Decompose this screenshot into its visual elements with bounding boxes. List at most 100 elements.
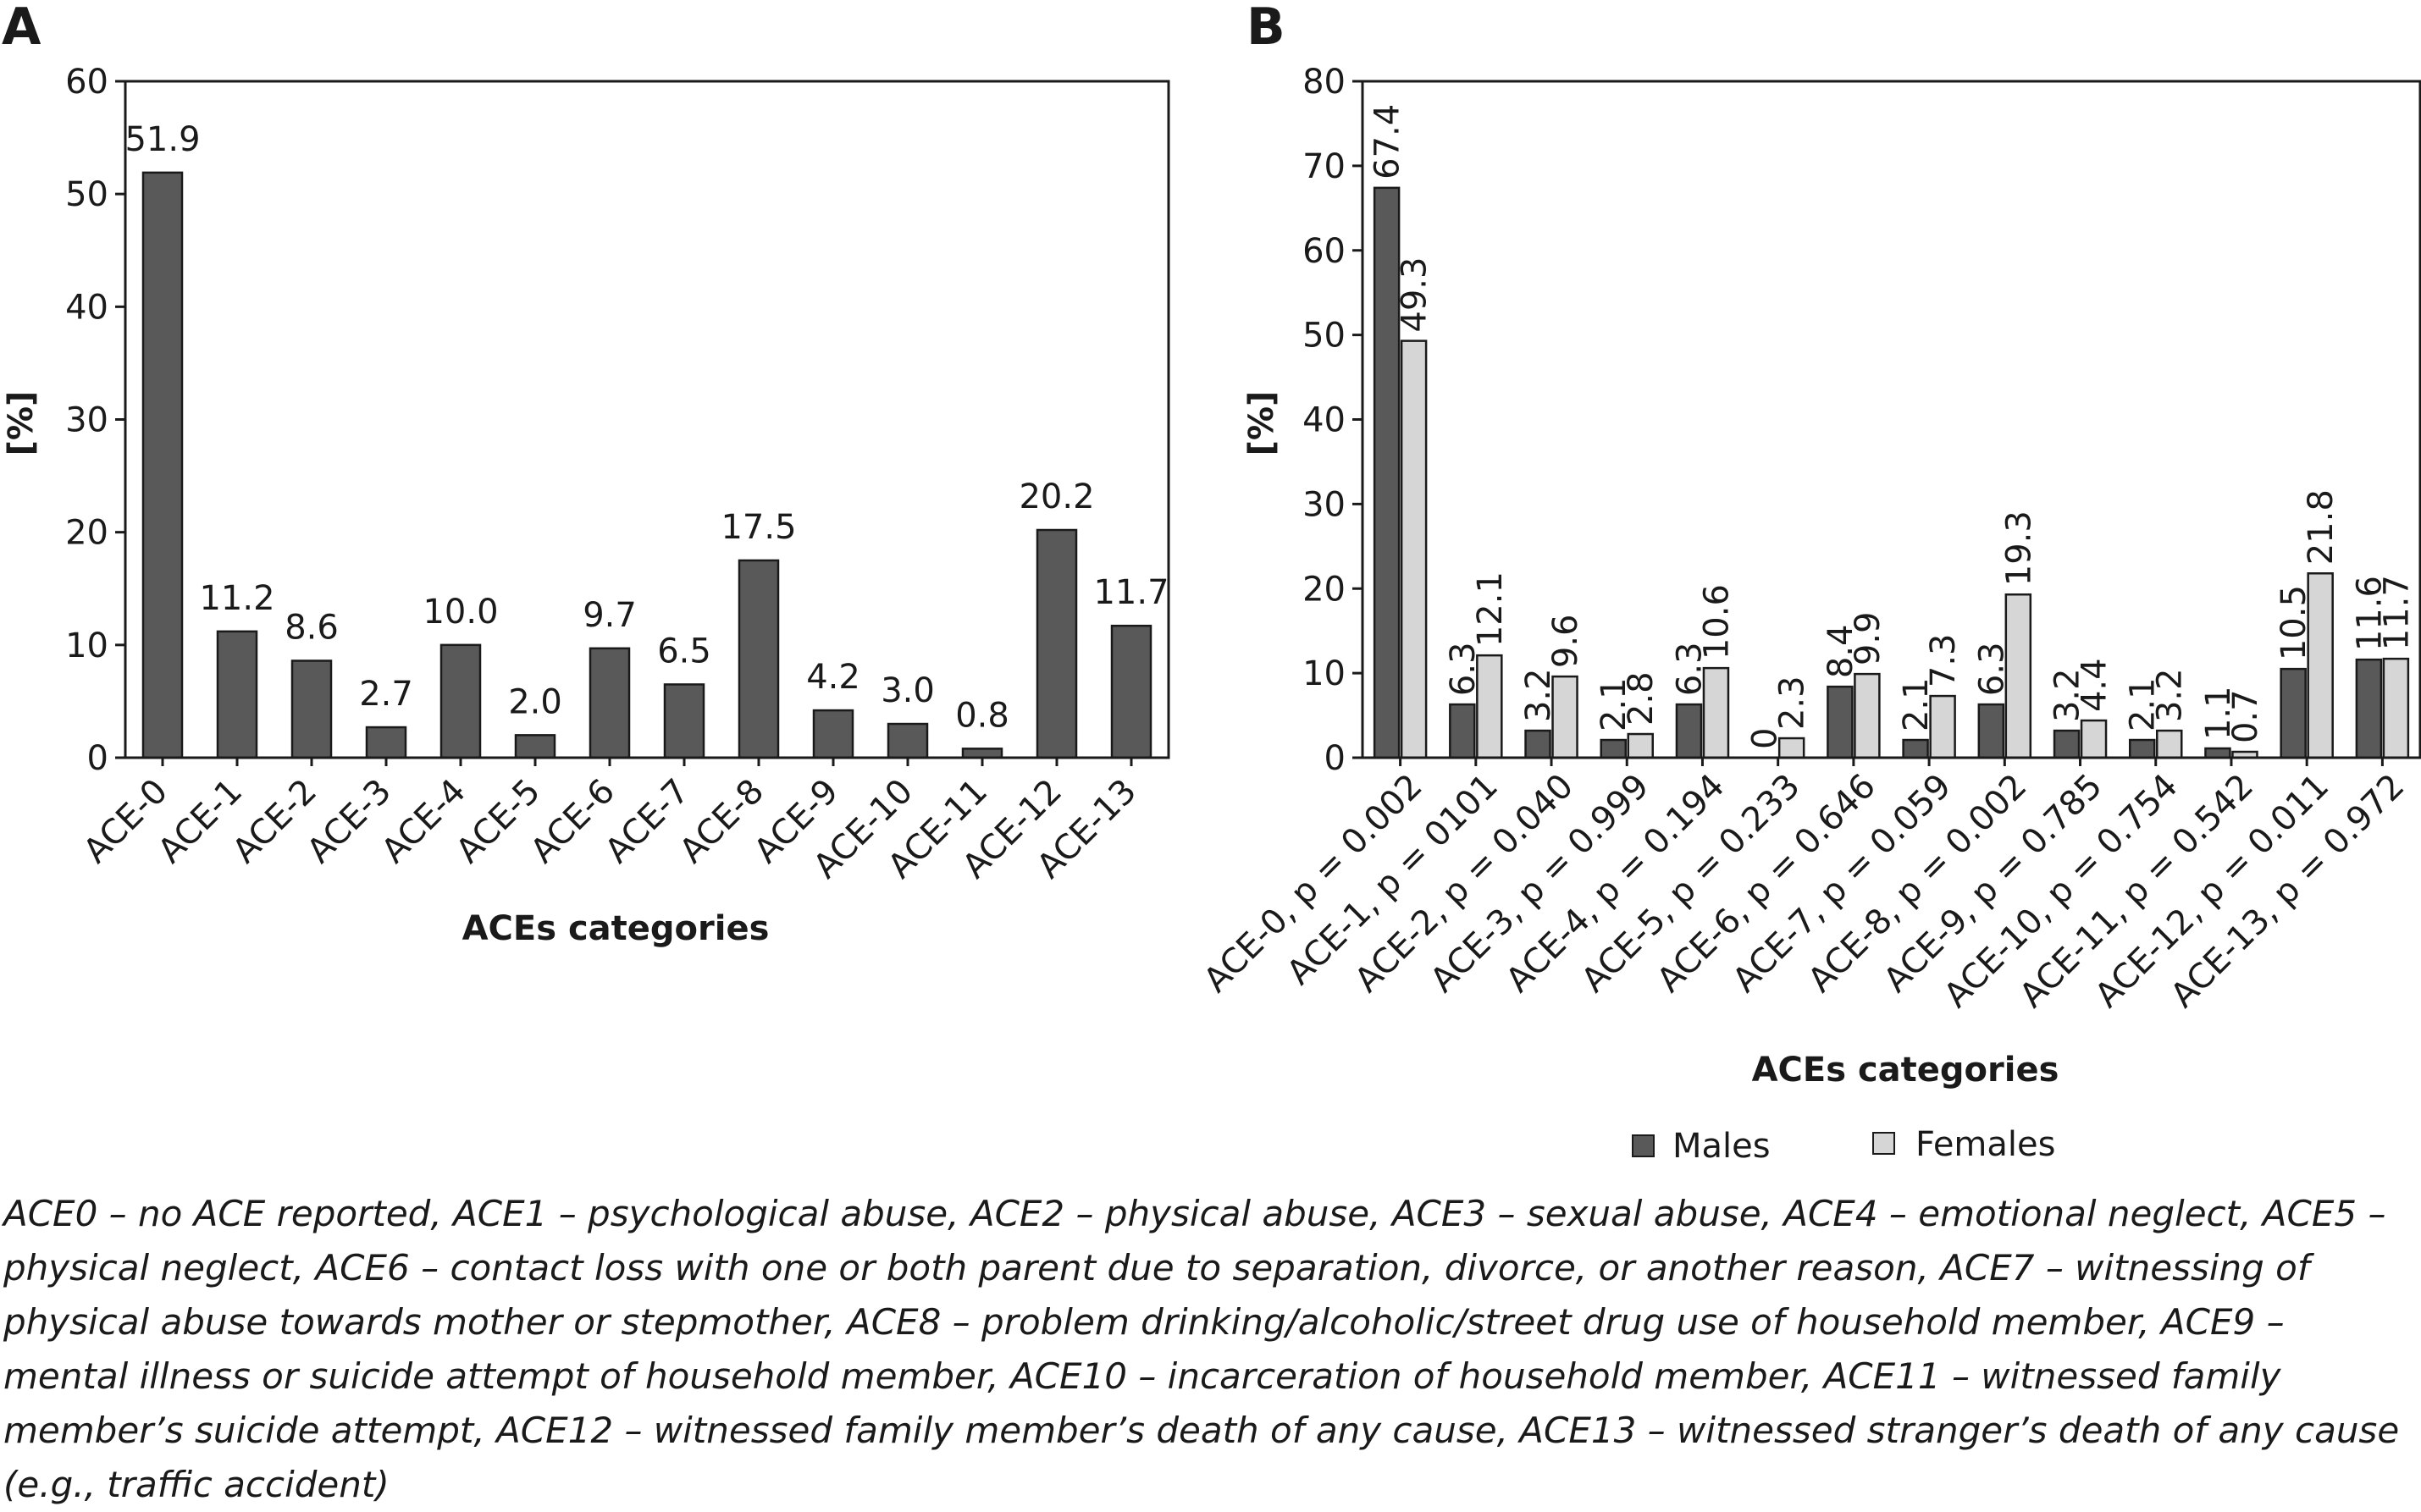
x-tick-label: ACE-8 [672,772,771,871]
value-label: 51.9 [124,120,200,159]
panel-b-label: B [1246,0,1285,57]
bar-males-ace-11 [2204,747,2231,759]
bar-ace-13 [1110,624,1152,759]
panel-a-bars [141,171,1152,759]
bar-males-ace-9 [2053,729,2081,759]
bar-ace-8 [738,559,780,759]
y-tick-label: 40 [65,288,108,327]
panel-a: A [%] 0 10 20 30 40 50 60 51.9 11.2 8.6 2.7 10.0 2.… [2,0,1170,948]
bar-females-ace-1 [1476,654,1503,759]
bar-ace-3 [365,726,407,759]
value-label: 49.3 [1396,257,1434,333]
value-label: 21.8 [2302,489,2341,565]
value-label: 17.5 [721,508,796,547]
value-label: 1.1 [2199,686,2238,740]
bar-females-ace-3 [1627,732,1654,759]
bar-males-ace-2 [1524,729,1551,759]
value-label: 2.8 [1622,671,1661,726]
bar-females-ace-4 [1702,666,1730,759]
y-tick-label: 40 [1302,401,1346,440]
bar-females-ace-10 [2156,729,2183,759]
value-label: 10.6 [1697,584,1736,659]
value-label: 3.0 [881,671,935,710]
panel-a-plot-frame [124,80,1170,759]
bar-females-ace-6 [1854,672,1881,759]
bar-males-ace-0 [1373,186,1401,759]
bar-ace-0 [141,171,184,759]
value-label: 6.5 [657,632,711,670]
y-tick-label: 60 [65,63,108,102]
bar-ace-12 [1036,528,1078,759]
x-tick-label: ACE-1 [151,772,250,871]
value-label: 6.3 [1444,642,1483,696]
y-tick-label: 0 [1324,739,1346,778]
y-tick-label: 20 [1302,570,1346,609]
value-label: 11.7 [1093,573,1169,612]
value-label: 11.6 [2350,576,2389,651]
bar-ace-5 [514,734,556,759]
panel-b-bars [1373,186,2410,759]
value-label: 3.2 [2151,668,2190,722]
bar-females-ace-2 [1551,675,1578,759]
value-label: 2.1 [2124,677,2163,731]
value-label: 12.1 [1471,571,1510,647]
x-tick-label: ACE-7 [598,772,697,871]
x-tick-label: ACE-3 [300,772,399,871]
bar-males-ace-7 [1902,738,1929,759]
value-label: 11.2 [199,579,274,618]
panel-a-y-ticks: 0 10 20 30 40 50 60 [65,63,125,778]
value-label: 8.4 [1821,624,1860,678]
panel-a-x-tick-labels: ACE-0ACE-1ACE-2ACE-3ACE-4ACE-5ACE-6ACE-7… [76,758,1144,886]
bar-females-ace-0 [1400,339,1428,759]
y-tick-label: 70 [1302,147,1346,186]
value-label: 11.7 [2377,575,2416,650]
value-label: 2.7 [359,675,413,714]
bar-males-ace-8 [1977,703,2005,759]
bar-females-ace-8 [2004,593,2032,759]
value-label: 2.1 [1897,677,1936,731]
bar-ace-1 [216,630,258,759]
panel-a-y-axis-title: [%] [2,391,41,456]
bar-males-ace-3 [1600,738,1627,759]
y-tick-label: 50 [1302,317,1346,356]
value-label: 67.4 [1368,104,1407,179]
value-label: 8.6 [285,608,339,647]
bar-males-ace-13 [2355,658,2383,759]
y-tick-label: 30 [65,401,108,440]
y-tick-label: 10 [65,626,108,665]
value-label: 19.3 [1999,510,2038,586]
legend-swatch-females [1872,1132,1895,1155]
value-label: 4.4 [2076,658,2114,712]
y-tick-label: 80 [1302,63,1346,102]
figure: A [%] 0 10 20 30 40 50 60 51.9 11.2 8.6 2.7 10.0 2.… [2,0,2421,1166]
bar-ace-10 [887,722,929,759]
value-label: 9.9 [1849,611,1888,665]
legend-label-males: Males [1672,1127,1771,1166]
value-label: 7.3 [1924,633,1963,687]
x-tick-label: ACE-6 [523,772,622,871]
panel-a-x-axis-title: ACEs categories [462,909,770,948]
value-label: 9.6 [1546,614,1585,668]
bar-males-ace-1 [1449,703,1476,759]
value-label: 6.3 [1670,642,1709,696]
panel-b-x-axis-title: ACEs categories [1752,1051,2059,1090]
panel-b-y-axis-title: [%] [1242,391,1281,456]
x-tick-label: ACE-2 [225,772,324,871]
value-label: 0.8 [955,696,1009,735]
legend-swatch-males [1632,1134,1655,1157]
value-label: 10.0 [423,593,498,632]
bar-ace-11 [961,748,1003,759]
y-tick-label: 30 [1302,485,1346,524]
bar-ace-2 [290,659,333,759]
bar-females-ace-9 [2080,719,2108,759]
x-tick-label: ACE-0 [76,772,175,871]
bar-females-ace-7 [1929,694,1956,759]
bar-ace-9 [812,709,854,759]
value-label: 3.2 [2048,668,2087,722]
panel-a-label: A [2,0,41,57]
value-label: 6.3 [1972,642,2011,696]
value-label: 2.1 [1595,677,1633,731]
x-tick-label: ACE-4 [374,772,473,871]
bar-males-ace-12 [2280,667,2307,759]
